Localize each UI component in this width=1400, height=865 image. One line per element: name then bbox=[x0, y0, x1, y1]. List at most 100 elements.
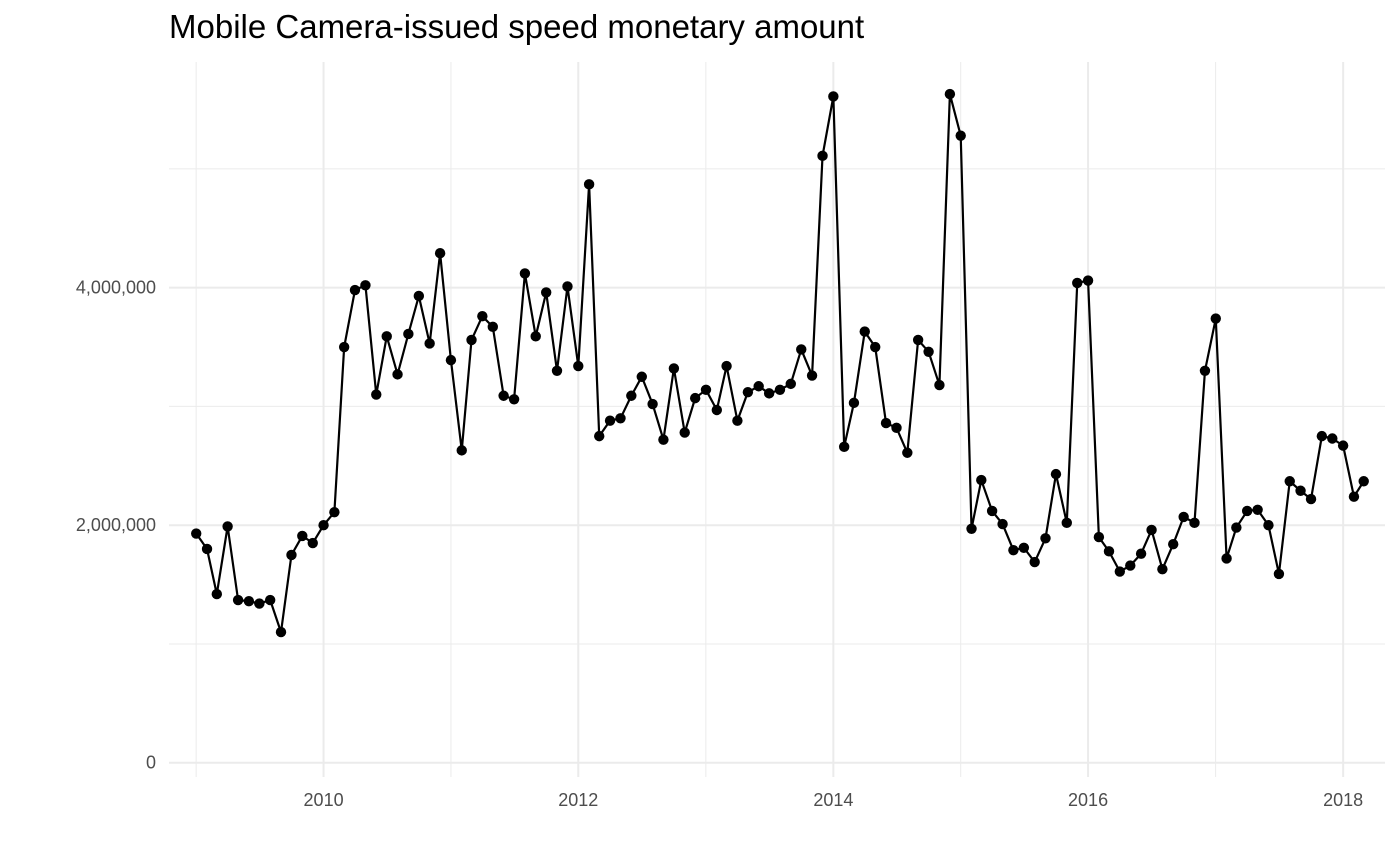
data-point bbox=[966, 523, 977, 534]
data-point bbox=[880, 417, 892, 429]
data-point bbox=[828, 91, 839, 102]
y-axis-tick-labels: 0 2,000,000 4,000,000 bbox=[76, 278, 156, 773]
data-point bbox=[530, 331, 541, 342]
x-tick-label: 2012 bbox=[558, 790, 598, 810]
data-point bbox=[1273, 568, 1285, 580]
data-point bbox=[232, 594, 244, 606]
chart-title: Mobile Camera-issued speed monetary amou… bbox=[169, 8, 865, 45]
data-point bbox=[1284, 476, 1295, 487]
data-point bbox=[551, 365, 563, 377]
data-point bbox=[923, 346, 934, 358]
data-point bbox=[817, 150, 828, 162]
data-point bbox=[1093, 531, 1105, 543]
data-point bbox=[742, 386, 754, 398]
data-point bbox=[1103, 546, 1115, 557]
data-point bbox=[944, 88, 956, 100]
data-point bbox=[785, 378, 796, 390]
data-point bbox=[1125, 560, 1136, 571]
data-point bbox=[763, 388, 775, 399]
data-point bbox=[1072, 277, 1083, 289]
data-point bbox=[1263, 520, 1274, 531]
data-point bbox=[997, 518, 1008, 530]
data-point bbox=[1029, 556, 1040, 568]
data-point bbox=[477, 310, 488, 322]
data-point bbox=[1114, 566, 1126, 577]
data-point bbox=[1040, 533, 1051, 544]
data-point bbox=[689, 392, 701, 404]
data-point bbox=[445, 354, 457, 366]
data-point bbox=[615, 413, 626, 424]
data-point bbox=[307, 537, 318, 549]
data-point bbox=[286, 549, 297, 561]
data-point bbox=[1168, 539, 1179, 550]
data-point bbox=[297, 530, 308, 542]
data-point bbox=[264, 594, 276, 606]
data-point bbox=[381, 331, 392, 342]
data-point bbox=[254, 598, 265, 609]
data-point bbox=[626, 390, 637, 401]
data-point bbox=[424, 338, 435, 349]
data-point bbox=[466, 334, 477, 346]
data-point bbox=[700, 384, 712, 396]
data-point bbox=[1146, 524, 1157, 536]
data-point bbox=[1348, 491, 1360, 502]
data-point bbox=[329, 506, 340, 518]
data-point bbox=[955, 130, 966, 141]
x-axis-tick-labels: 2010 2012 2014 2016 2018 bbox=[304, 790, 1364, 810]
data-point bbox=[1082, 275, 1094, 286]
data-point bbox=[201, 543, 213, 555]
data-point bbox=[1050, 468, 1062, 480]
data-point bbox=[392, 369, 403, 380]
data-point bbox=[636, 371, 647, 382]
data-point bbox=[934, 379, 945, 391]
data-point bbox=[1189, 517, 1200, 529]
data-point bbox=[243, 596, 255, 607]
data-point bbox=[976, 474, 987, 486]
data-point bbox=[222, 521, 233, 532]
data-point bbox=[912, 334, 924, 346]
data-point bbox=[870, 341, 881, 353]
data-point bbox=[1316, 430, 1328, 442]
y-tick-label: 2,000,000 bbox=[76, 515, 156, 535]
series-line bbox=[195, 92, 1365, 634]
data-point bbox=[774, 384, 786, 396]
data-point bbox=[519, 268, 531, 279]
data-point bbox=[1305, 493, 1317, 505]
data-point bbox=[1018, 542, 1030, 553]
data-point bbox=[1295, 485, 1306, 496]
data-point bbox=[487, 321, 499, 333]
data-point bbox=[434, 248, 446, 259]
major-gridlines bbox=[169, 62, 1385, 777]
x-tick-label: 2014 bbox=[813, 790, 853, 810]
data-point bbox=[848, 397, 860, 409]
data-point bbox=[1337, 440, 1349, 451]
x-tick-label: 2018 bbox=[1323, 790, 1363, 810]
data-point bbox=[275, 626, 287, 638]
data-point bbox=[1061, 517, 1072, 529]
data-point bbox=[604, 415, 616, 426]
minor-gridlines bbox=[169, 62, 1385, 777]
data-point bbox=[318, 520, 329, 531]
data-point bbox=[1252, 504, 1263, 515]
data-point bbox=[668, 363, 680, 374]
data-point bbox=[540, 287, 552, 298]
data-point bbox=[679, 427, 690, 438]
data-point bbox=[349, 284, 361, 296]
data-point bbox=[211, 588, 223, 600]
data-point bbox=[1231, 522, 1242, 533]
data-point bbox=[583, 179, 595, 190]
data-point bbox=[1157, 563, 1168, 575]
data-point bbox=[891, 422, 902, 434]
data-point bbox=[753, 381, 764, 392]
data-point bbox=[1008, 544, 1019, 556]
data-point bbox=[508, 394, 520, 405]
y-tick-label: 0 bbox=[146, 753, 156, 773]
data-point bbox=[1327, 433, 1338, 444]
data-point bbox=[859, 326, 870, 337]
data-point bbox=[1241, 505, 1253, 517]
data-point bbox=[986, 505, 998, 517]
data-point bbox=[658, 434, 669, 445]
data-point bbox=[796, 344, 807, 355]
data-point bbox=[498, 390, 509, 401]
